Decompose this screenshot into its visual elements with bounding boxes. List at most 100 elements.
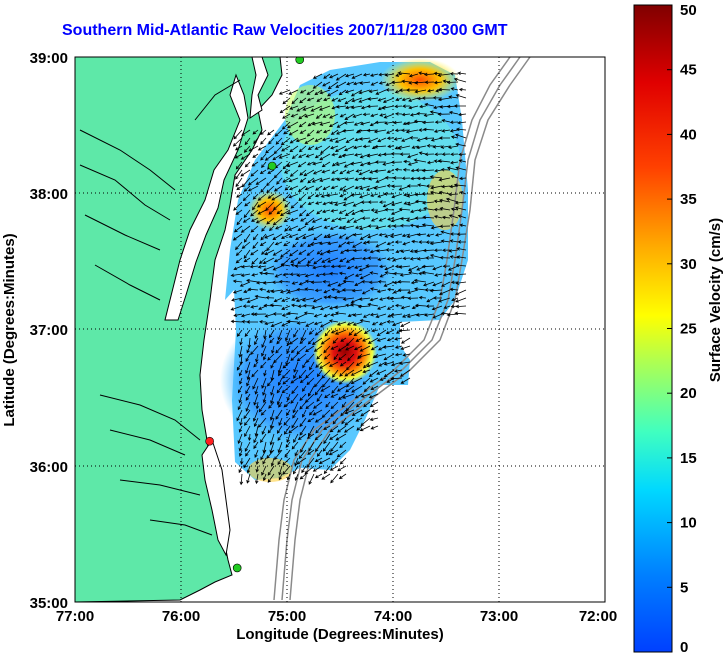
velocity-arrow bbox=[394, 240, 403, 244]
velocity-arrow bbox=[322, 81, 331, 87]
velocity-arrow bbox=[244, 425, 251, 438]
velocity-arrow bbox=[300, 441, 307, 453]
velocity-arrow bbox=[397, 280, 411, 284]
velocity-arrow bbox=[341, 417, 347, 425]
velocity-arrow bbox=[258, 401, 267, 413]
velocity-arrow bbox=[290, 257, 299, 263]
velocity-arrow bbox=[299, 169, 307, 176]
velocity-arrow bbox=[449, 287, 459, 292]
velocity-arrow bbox=[252, 129, 259, 135]
velocity-arrow bbox=[299, 129, 307, 134]
velocity-arrow bbox=[291, 97, 299, 105]
velocity-arrow bbox=[449, 255, 459, 259]
velocity-arrow bbox=[407, 265, 419, 272]
velocity-arrow bbox=[307, 193, 315, 200]
velocity-arrow bbox=[370, 425, 379, 430]
velocity-arrow bbox=[269, 337, 275, 344]
velocity-arrow bbox=[262, 393, 267, 404]
velocity-arrow bbox=[319, 361, 331, 369]
velocity-arrow bbox=[267, 353, 275, 361]
velocity-arrow bbox=[369, 377, 379, 383]
velocity-arrow bbox=[297, 257, 307, 264]
velocity-arrow bbox=[370, 345, 379, 351]
velocity-arrow bbox=[309, 241, 323, 246]
velocity-arrow bbox=[230, 305, 243, 311]
velocity-arrow bbox=[441, 119, 451, 123]
velocity-arrow bbox=[421, 223, 435, 227]
velocity-arrow bbox=[413, 287, 427, 291]
velocity-arrow bbox=[278, 377, 283, 386]
velocity-arrow bbox=[255, 457, 260, 466]
colorbar-ticks: 0 5 10 15 20 25 30 35 40 45 50 bbox=[667, 2, 697, 656]
velocity-arrow bbox=[283, 169, 291, 174]
velocity-arrow bbox=[456, 232, 467, 236]
velocity-arrow bbox=[307, 225, 315, 231]
velocity-arrow bbox=[284, 201, 291, 208]
velocity-arrow bbox=[315, 441, 323, 452]
velocity-arrow bbox=[363, 329, 371, 334]
y-tick-label: 37:00 bbox=[30, 322, 68, 339]
velocity-arrow bbox=[337, 97, 347, 102]
velocity-arrow bbox=[233, 129, 243, 140]
velocity-arrow bbox=[281, 305, 291, 311]
velocity-arrow bbox=[247, 177, 259, 186]
velocity-arrow bbox=[235, 209, 243, 215]
velocity-arrow bbox=[307, 177, 315, 184]
velocity-arrow bbox=[379, 273, 387, 278]
velocity-arrow bbox=[446, 80, 459, 85]
velocity-arrow bbox=[368, 89, 379, 93]
velocity-arrow bbox=[459, 223, 467, 228]
velocity-arrow bbox=[240, 225, 251, 233]
velocity-arrow bbox=[329, 271, 339, 276]
velocity-arrow bbox=[254, 385, 259, 395]
velocity-arrow bbox=[363, 248, 371, 252]
velocity-arrow bbox=[339, 169, 347, 175]
velocity-arrow bbox=[261, 425, 267, 435]
chesapeake-bay bbox=[164, 73, 249, 321]
velocity-arrow bbox=[448, 192, 459, 197]
velocity-arrow bbox=[368, 393, 379, 399]
velocity-arrow bbox=[309, 361, 315, 371]
velocity-arrow bbox=[316, 249, 323, 255]
velocity-arrow bbox=[280, 249, 291, 258]
velocity-arrow bbox=[252, 409, 259, 422]
velocity-arrow bbox=[253, 137, 259, 145]
velocity-arrow bbox=[419, 104, 427, 109]
land-mass bbox=[75, 57, 283, 602]
velocity-arrow bbox=[298, 209, 307, 217]
velocity-arrow bbox=[294, 313, 307, 320]
velocity-arrow bbox=[454, 201, 467, 205]
velocity-arrow bbox=[366, 240, 379, 244]
velocity-arrow bbox=[458, 159, 467, 163]
velocity-arrow bbox=[303, 311, 315, 315]
velocity-arrow bbox=[269, 409, 275, 421]
velocity-arrow bbox=[283, 217, 291, 223]
velocity-arrow bbox=[269, 417, 275, 429]
velocity-arrow bbox=[330, 329, 339, 334]
velocity-arrow bbox=[348, 329, 355, 336]
velocity-arrow bbox=[233, 201, 243, 211]
velocity-arrow bbox=[400, 377, 411, 384]
x-axis: 77:00 76:00 75:00 74:00 73:00 72:00 Long… bbox=[56, 608, 617, 643]
velocity-arrow bbox=[323, 345, 331, 354]
velocity-arrow bbox=[411, 239, 419, 244]
velocity-arrow bbox=[405, 88, 419, 92]
velocity-arrow bbox=[334, 329, 347, 335]
velocity-arrow bbox=[308, 409, 315, 416]
velocity-arrow bbox=[363, 385, 371, 393]
velocity-arrow bbox=[233, 225, 243, 233]
velocity-arrow bbox=[262, 457, 267, 465]
velocity-arrow bbox=[273, 169, 283, 179]
velocity-arrow bbox=[263, 369, 267, 377]
velocity-arrow bbox=[313, 321, 323, 326]
velocity-arrow bbox=[276, 209, 283, 215]
velocity-arrow bbox=[323, 73, 331, 79]
velocity-arrow bbox=[373, 144, 387, 149]
velocity-arrow bbox=[304, 465, 315, 475]
velocity-arrow bbox=[332, 369, 339, 378]
velocity-arrow bbox=[433, 71, 443, 76]
velocity-arrow bbox=[432, 144, 443, 149]
velocity-arrow bbox=[422, 127, 435, 132]
velocity-arrow bbox=[342, 279, 355, 284]
velocity-arrow bbox=[273, 145, 283, 155]
